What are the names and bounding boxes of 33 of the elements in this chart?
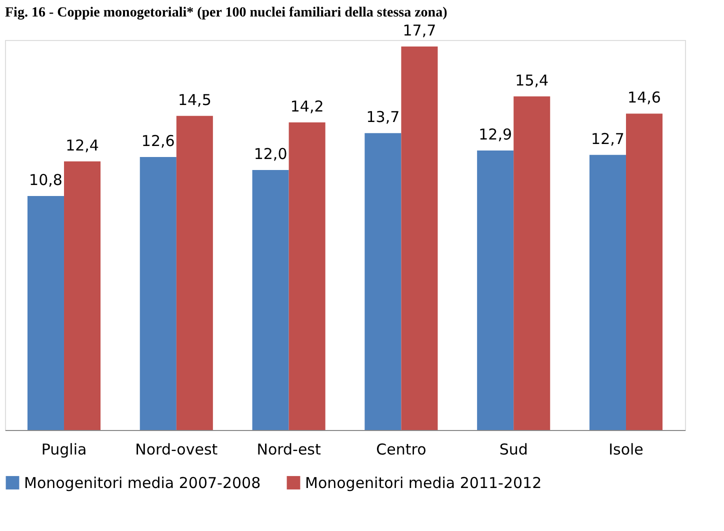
data-label: 15,4: [515, 71, 549, 90]
data-label: 12,6: [141, 132, 175, 150]
data-label: 12,9: [478, 126, 512, 144]
data-label: 12,4: [66, 136, 99, 154]
x-tick-label: Sud: [499, 440, 528, 458]
x-tick-label: Nord-ovest: [135, 440, 218, 458]
x-tick-label: Isole: [608, 440, 644, 458]
bar: [514, 96, 550, 430]
bar: [626, 114, 663, 430]
bar: [27, 196, 64, 430]
data-label: 12,0: [254, 145, 288, 163]
bar: [401, 46, 438, 430]
data-label: 10,8: [29, 171, 62, 189]
legend-label: Monogenitori media 2011-2012: [305, 474, 542, 492]
x-tick-label: Puglia: [41, 440, 87, 458]
bar: [589, 154, 626, 430]
data-label: 12,7: [591, 130, 624, 148]
x-tick-label: Centro: [376, 440, 426, 458]
data-label: 13,7: [366, 108, 400, 126]
bar: [477, 150, 514, 430]
bar: [64, 161, 101, 430]
bar: [252, 170, 289, 430]
bar: [288, 122, 326, 430]
x-tick-label: Nord-est: [256, 440, 321, 458]
bar: [364, 133, 402, 430]
chart-title: Fig. 16 - Coppie monogetoriali* (per 100 nuclei familiari della stessa zona): [5, 6, 448, 20]
bar: [140, 157, 176, 430]
data-label: 14,5: [178, 90, 212, 109]
data-label: 14,6: [628, 88, 661, 107]
bar: [176, 116, 213, 430]
data-label: 14,2: [290, 97, 324, 116]
legend-label: Monogenitori media 2007-2008: [24, 474, 261, 492]
data-label: 17,7: [402, 22, 436, 40]
